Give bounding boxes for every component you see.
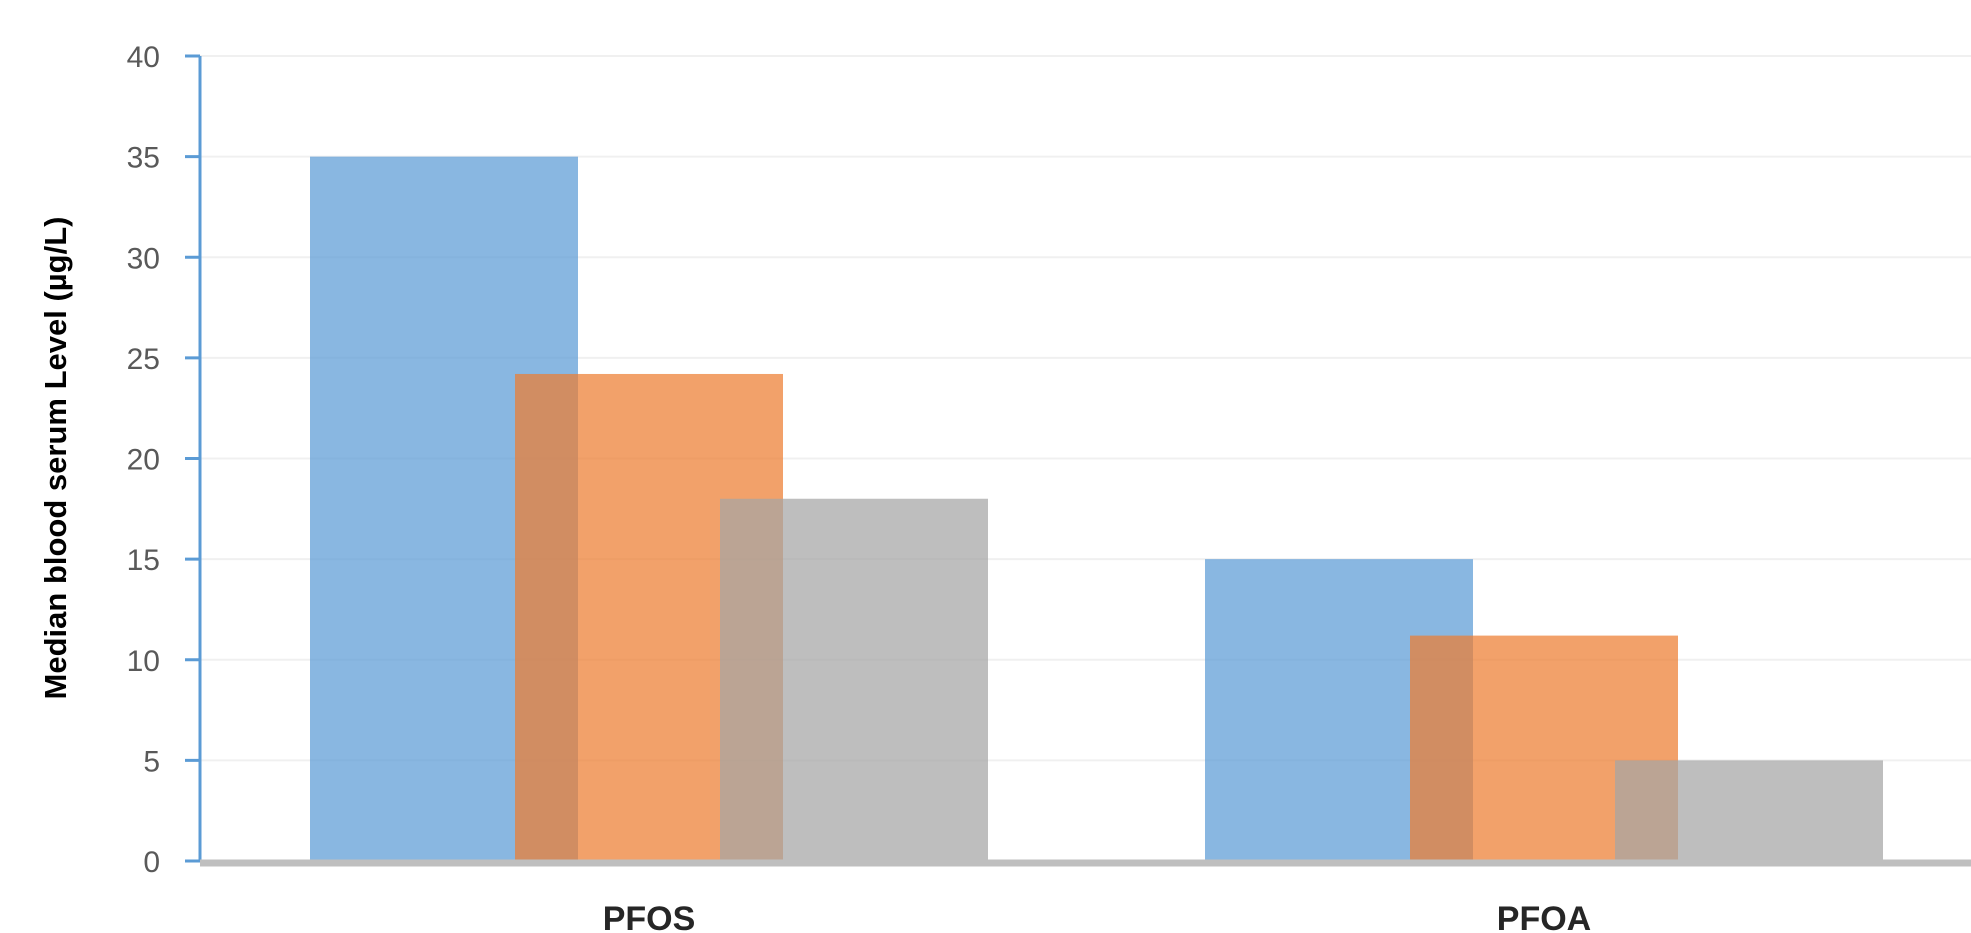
y-tick-label: 0	[143, 846, 160, 879]
x-tick-label-pfos: PFOS	[603, 900, 696, 933]
x-tick-label-pfoa: PFOA	[1497, 900, 1591, 933]
y-tick-label: 10	[127, 645, 160, 678]
y-axis-title: Median blood serum Level (µg/L)	[38, 217, 73, 700]
y-tick-label: 40	[127, 41, 160, 74]
y-tick-label: 30	[127, 242, 160, 275]
y-tick-label: 25	[127, 343, 160, 376]
y-ticks: 0 5 10 15 20 25 30 35 40	[127, 41, 200, 879]
y-tick-label: 15	[127, 544, 160, 577]
bar-pfos-series-3	[720, 498, 988, 861]
y-tick-label: 20	[127, 444, 160, 477]
y-tick-label: 35	[127, 142, 160, 175]
bars	[310, 156, 1883, 861]
x-tick-labels: PFOS PFOA	[603, 900, 1592, 933]
bar-pfoa-series-3	[1615, 760, 1883, 861]
y-tick-label: 5	[143, 745, 160, 778]
